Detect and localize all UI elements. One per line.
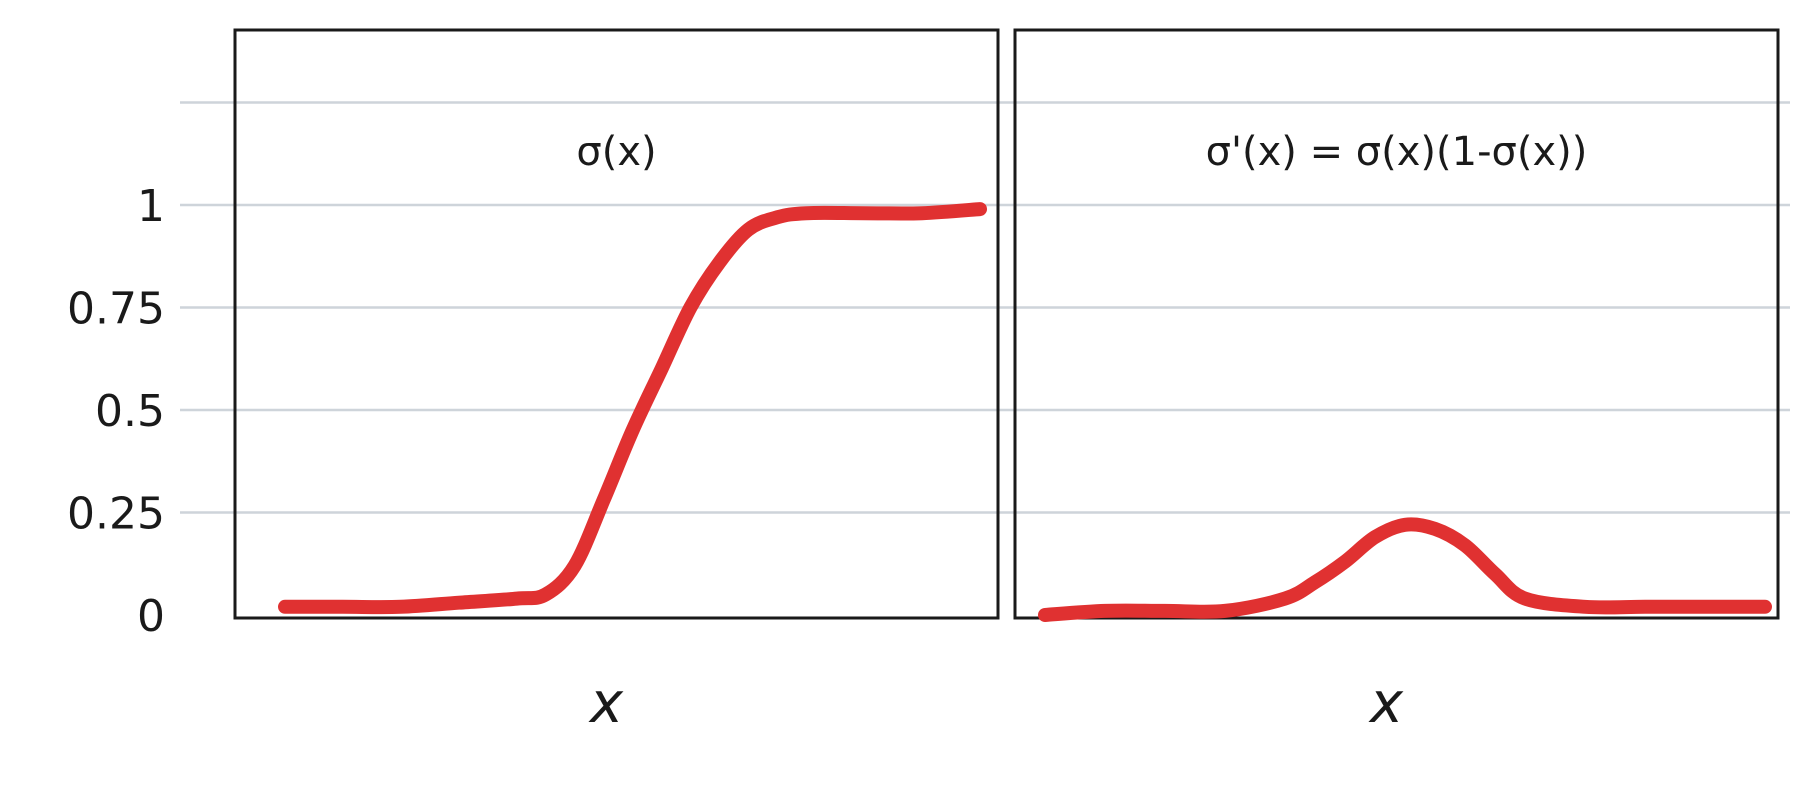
panel-title-right: σ'(x) = σ(x)(1-σ(x))	[1206, 129, 1588, 175]
panel-right: σ'(x) = σ(x)(1-σ(x)) x	[1013, 28, 1780, 736]
y-tick-label: 1	[137, 181, 165, 232]
sigmoid-series-line	[278, 202, 987, 615]
panel-left: σ(x) x	[233, 28, 1000, 736]
grid-layer	[180, 101, 1790, 514]
y-tick-label: 0.75	[67, 284, 165, 335]
x-axis-label-left: x	[588, 671, 624, 736]
panel-title-left: σ(x)	[576, 129, 656, 175]
panel-frame-left	[233, 28, 1000, 620]
y-tick-labels: 0 0.25 0.5 0.75 1	[67, 181, 165, 642]
y-tick-label: 0	[137, 591, 165, 642]
x-axis-label-right: x	[1368, 671, 1404, 736]
y-tick-label: 0.5	[95, 386, 165, 437]
y-tick-label: 0.25	[67, 489, 165, 540]
sigmoid-derivative-series-line	[1038, 517, 1772, 622]
panel-frame-right	[1013, 28, 1780, 620]
